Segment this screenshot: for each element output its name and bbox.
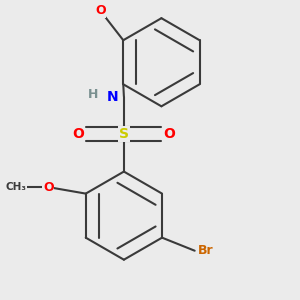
Text: O: O bbox=[43, 181, 53, 194]
Text: O: O bbox=[164, 127, 175, 141]
Text: N: N bbox=[107, 89, 118, 103]
Text: Br: Br bbox=[198, 244, 214, 257]
Text: CH₃: CH₃ bbox=[5, 182, 26, 192]
Text: O: O bbox=[95, 4, 106, 17]
Text: O: O bbox=[72, 127, 84, 141]
Text: S: S bbox=[119, 127, 129, 141]
Text: H: H bbox=[88, 88, 98, 101]
